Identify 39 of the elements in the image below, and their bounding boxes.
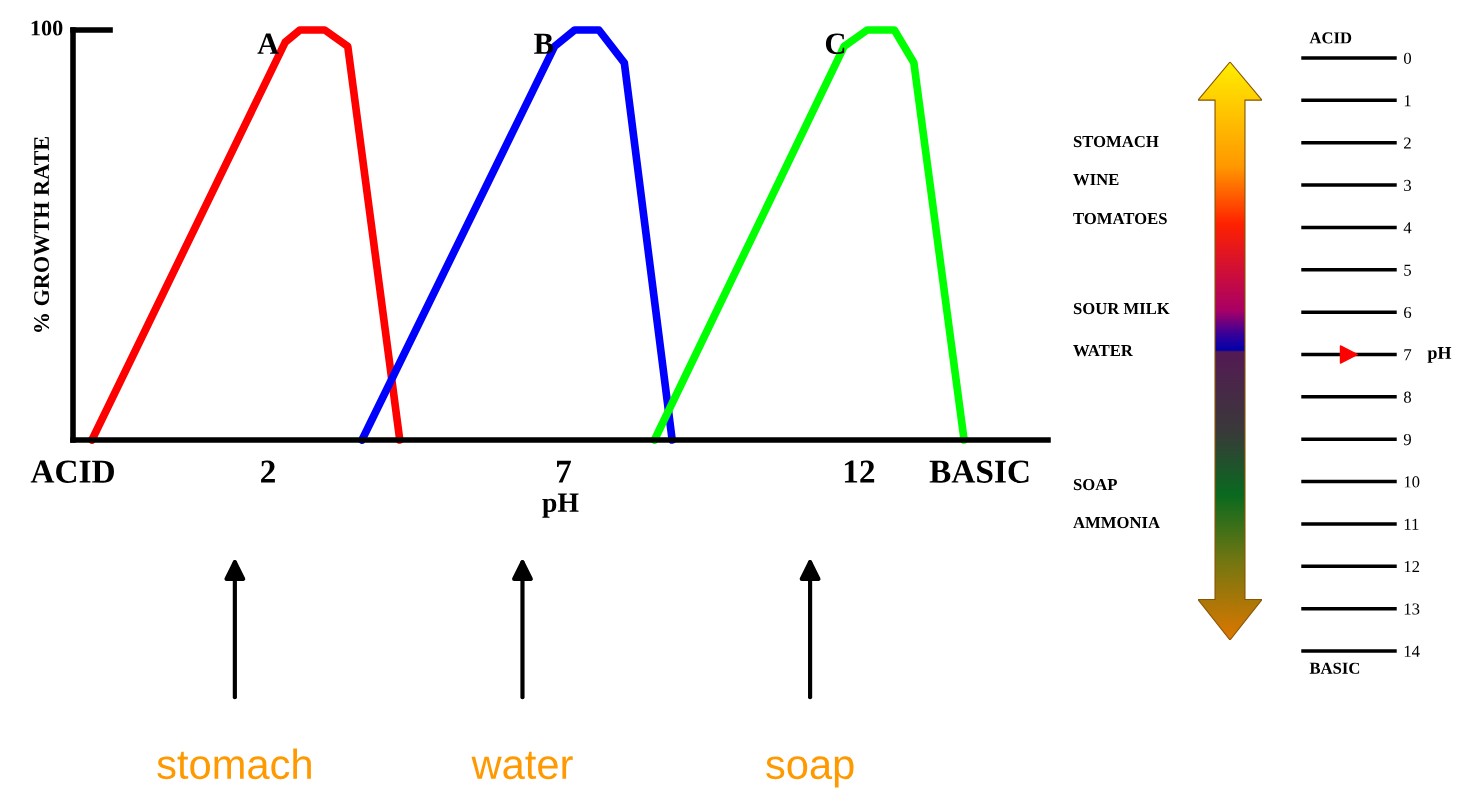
y-tick-label: 1: [1404, 95, 1411, 107]
y-tick-label: 3: [1404, 179, 1412, 192]
y-axis-title: pH: [1427, 347, 1452, 363]
text: TOMATOES: [1073, 212, 1167, 225]
y-tick-label: 13: [1404, 603, 1420, 615]
x-axis-title: pH: [542, 493, 579, 518]
x-tick-label: ACID: [30, 460, 114, 483]
y-tick-label: 0: [1403, 52, 1412, 64]
y-tick-label: 8: [1403, 391, 1412, 403]
text: AMMONIA: [1073, 516, 1160, 529]
x-tick-label: 2: [261, 460, 275, 483]
y-tick-label: 12: [1404, 561, 1420, 573]
text: WINE: [1073, 174, 1119, 186]
x-tick-label: 7: [557, 460, 571, 483]
text: water: [471, 751, 573, 780]
y-tick-label: 10: [1404, 476, 1420, 488]
y-tick-label: 9: [1403, 433, 1411, 446]
x-tick-label: 12: [844, 460, 875, 483]
text: STOMACH: [1073, 135, 1159, 148]
series-label: B: [534, 33, 554, 54]
y-tick-label: 11: [1404, 518, 1419, 530]
y-tick-label: 4: [1403, 222, 1412, 234]
x-tick-label: BASIC: [929, 460, 1029, 483]
y-tick-label: 5: [1404, 264, 1412, 276]
y-tick-label: 7: [1404, 349, 1412, 361]
series-label: A: [257, 33, 279, 54]
series-label: C: [825, 33, 845, 55]
text: WATER: [1073, 345, 1134, 357]
text: soap: [766, 756, 854, 788]
y-tick-label: 6: [1404, 306, 1412, 319]
text: stomach: [157, 748, 311, 780]
text: ACID: [1309, 32, 1352, 44]
text: 100: [31, 20, 63, 36]
text: BASIC: [1309, 662, 1360, 674]
text: SOAP: [1073, 478, 1117, 491]
text: SOUR MILK: [1073, 302, 1170, 315]
y-axis-title: % GROWTH RATE: [34, 136, 50, 332]
y-tick-label: 2: [1404, 137, 1411, 149]
y-tick-label: 14: [1404, 645, 1420, 657]
